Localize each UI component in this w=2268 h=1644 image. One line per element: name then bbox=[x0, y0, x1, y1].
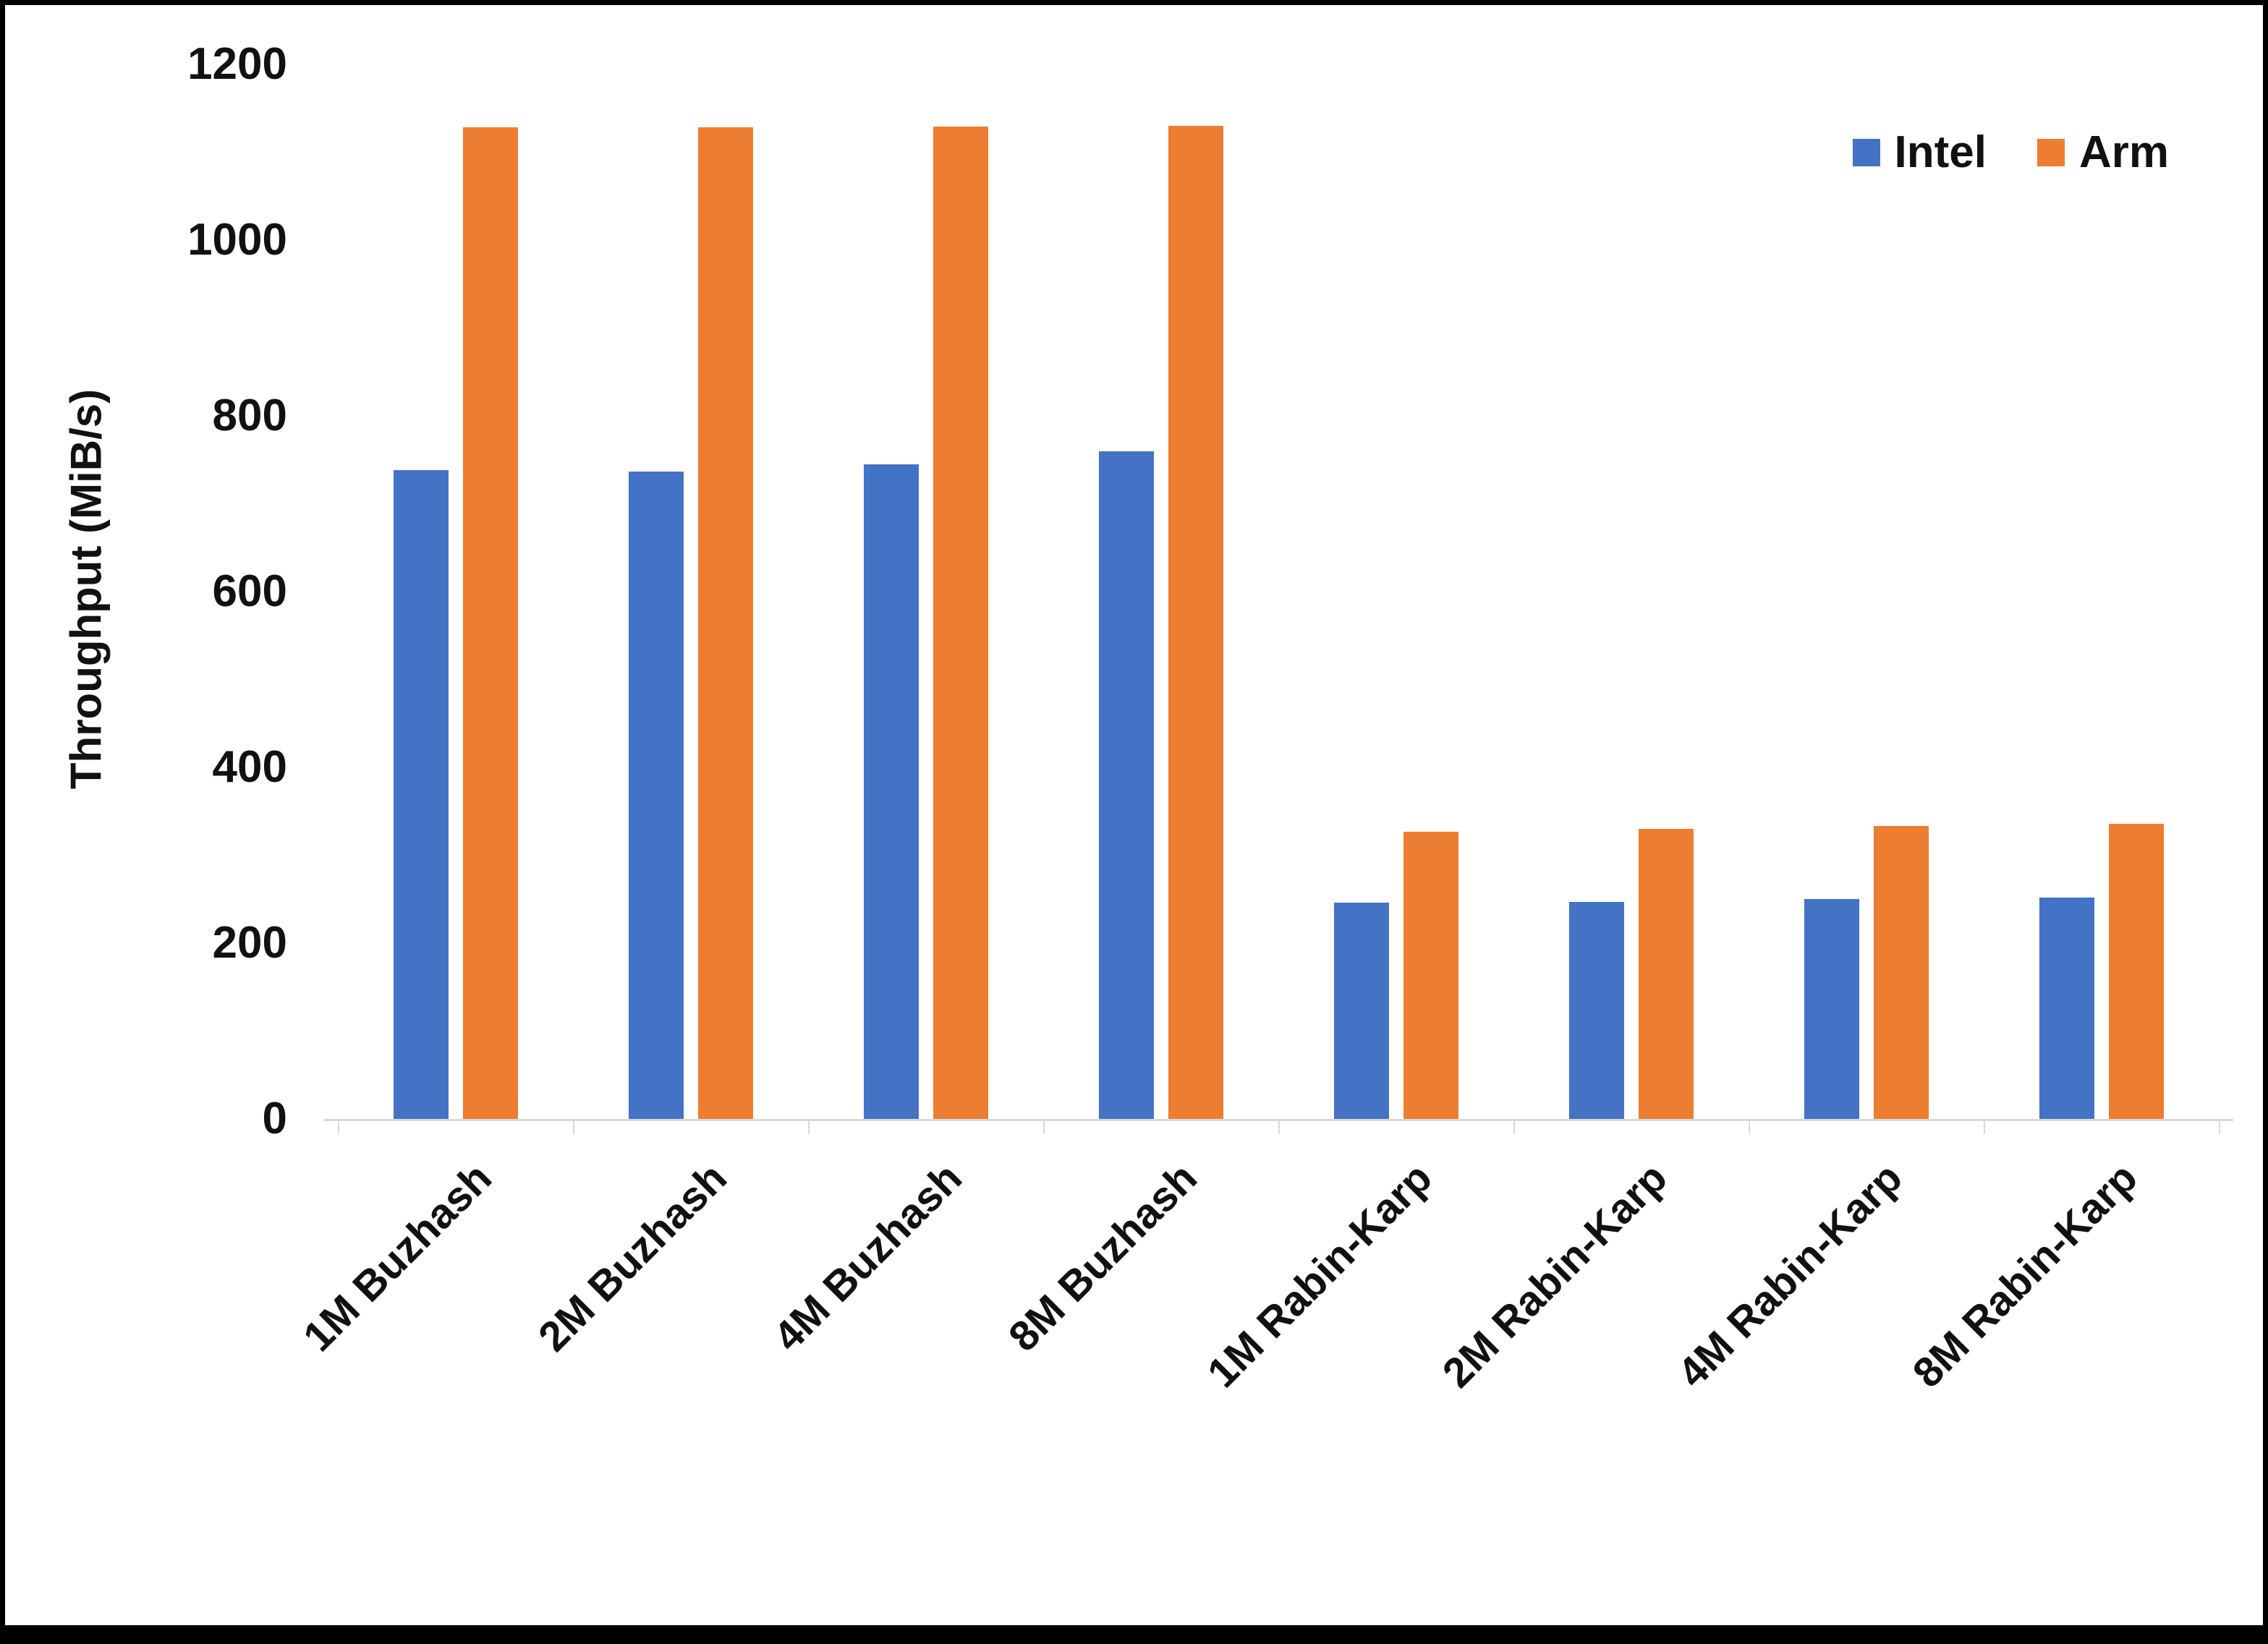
bar-intel-1m-rabin-karp bbox=[1333, 903, 1389, 1119]
x-axis-category-label: 2M Rabin-Karp bbox=[1433, 1154, 1677, 1397]
bar-arm-8m-rabin-karp bbox=[2108, 823, 2164, 1119]
y-axis-tick-label: 0 bbox=[262, 1094, 287, 1143]
bar-arm-4m-rabin-karp bbox=[1873, 826, 1929, 1119]
bar-intel-1m-buzhash bbox=[393, 470, 449, 1119]
bar-arm-2m-buzhash bbox=[697, 127, 753, 1119]
x-axis-tick-mark bbox=[1513, 1121, 1515, 1134]
x-axis-category-label: 4M Buzhash bbox=[764, 1154, 972, 1360]
bar-intel-4m-buzhash bbox=[863, 464, 919, 1119]
x-axis-tick-mark bbox=[573, 1121, 574, 1134]
y-axis-tick-label: 600 bbox=[212, 566, 287, 616]
bar-chart: Throughput (MiB/s) Intel Arm 0 200 400 600 80… bbox=[5, 5, 2263, 1625]
x-axis-category-label: 4M Rabin-Karp bbox=[1668, 1154, 1912, 1397]
bar-arm-1m-rabin-karp bbox=[1403, 831, 1458, 1119]
bar-arm-4m-buzhash bbox=[933, 127, 988, 1119]
x-axis-tick-mark bbox=[1749, 1121, 1750, 1134]
legend-label-intel: Intel bbox=[1894, 127, 1987, 177]
bar-intel-4m-rabin-karp bbox=[1804, 899, 1859, 1119]
bar-arm-2m-rabin-karp bbox=[1638, 829, 1694, 1119]
y-axis-tick-label: 1000 bbox=[187, 215, 287, 265]
y-axis-tick-label: 200 bbox=[212, 918, 287, 968]
bar-intel-8m-buzhash bbox=[1098, 451, 1154, 1119]
x-axis-tick-mark bbox=[1278, 1121, 1280, 1134]
x-axis-line bbox=[323, 1119, 2233, 1121]
bar-intel-2m-rabin-karp bbox=[1568, 901, 1624, 1119]
x-axis-category-label: 8M Rabin-Karp bbox=[1903, 1154, 2147, 1397]
legend-item-arm: Arm bbox=[2036, 127, 2169, 178]
bar-arm-1m-buzhash bbox=[462, 127, 518, 1119]
y-axis-tick-label: 1200 bbox=[187, 39, 287, 89]
legend-label-arm: Arm bbox=[2078, 127, 2169, 177]
x-axis-category-label: 1M Rabin-Karp bbox=[1198, 1154, 1442, 1397]
x-axis-tick-mark bbox=[808, 1121, 810, 1134]
x-axis-category-label: 1M Buzhash bbox=[294, 1154, 501, 1360]
legend-item-intel: Intel bbox=[1852, 127, 1987, 178]
intel-legend-swatch-icon bbox=[1852, 138, 1880, 166]
x-axis-tick-mark bbox=[1984, 1121, 1985, 1134]
y-axis-tick-label: 400 bbox=[212, 742, 287, 792]
bar-intel-8m-rabin-karp bbox=[2039, 897, 2094, 1119]
x-axis-category-label: 2M Buzhash bbox=[529, 1154, 736, 1360]
x-axis-tick-mark bbox=[1043, 1121, 1045, 1134]
bar-intel-2m-buzhash bbox=[628, 471, 684, 1119]
x-axis-category-label: 8M Buzhash bbox=[999, 1154, 1207, 1360]
arm-legend-swatch-icon bbox=[2036, 138, 2065, 166]
bar-arm-8m-buzhash bbox=[1168, 126, 1223, 1119]
y-axis-tick-label: 800 bbox=[212, 391, 287, 440]
legend: Intel Arm bbox=[1852, 127, 2169, 178]
x-axis-tick-mark bbox=[2219, 1121, 2220, 1134]
x-axis-tick-mark bbox=[338, 1121, 339, 1134]
